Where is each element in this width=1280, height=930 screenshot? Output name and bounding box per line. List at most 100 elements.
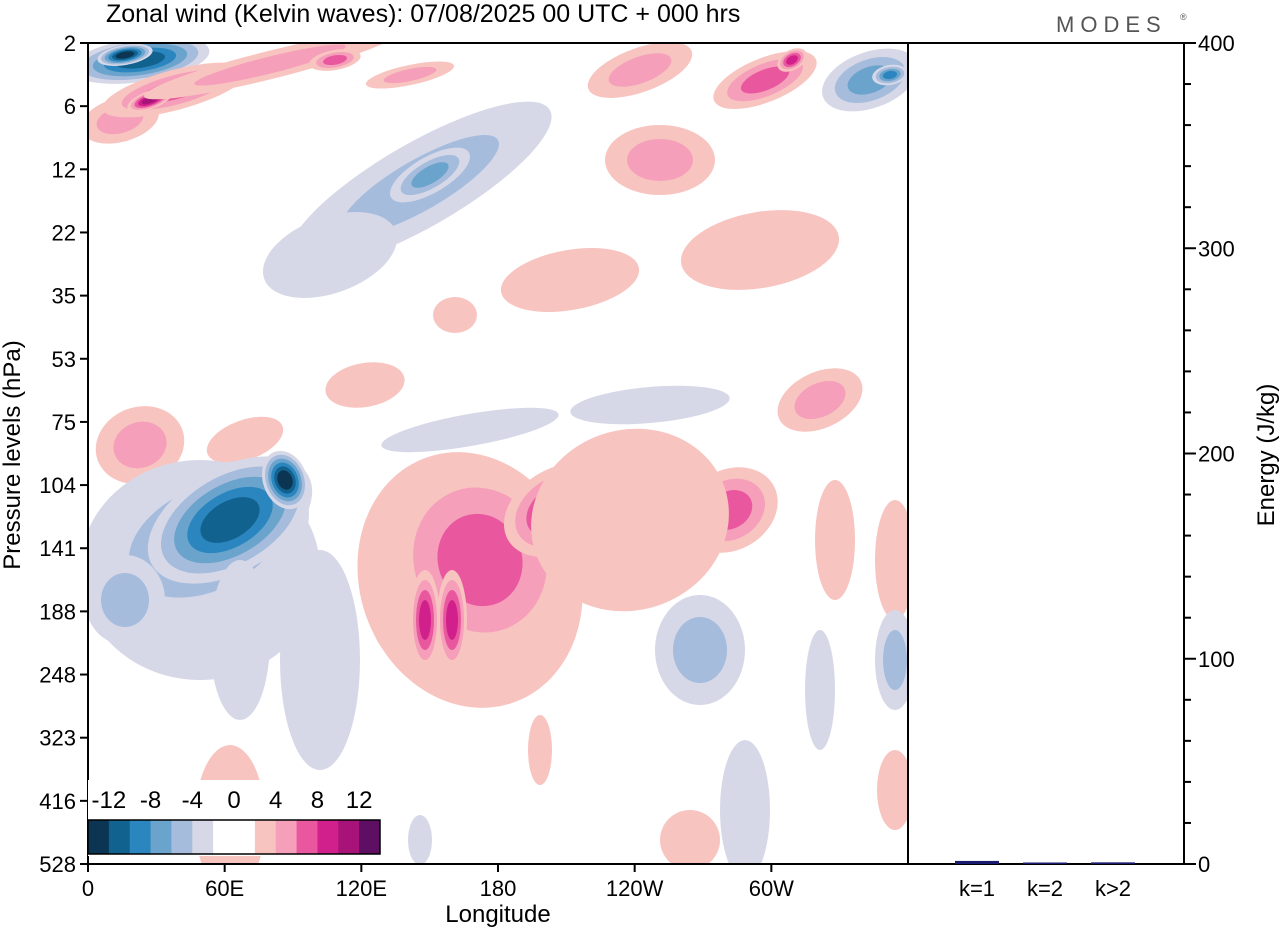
colorbar-swatch [338, 820, 360, 854]
contour-region [660, 810, 720, 864]
heatmap-panel [88, 43, 908, 864]
energy-y-axis: 0 100 200 300 400 [1184, 31, 1235, 877]
colorbar-swatch [254, 820, 277, 854]
colorbar-label: -8 [140, 787, 161, 814]
y-tick-label: 22 [52, 220, 76, 245]
contour-region [280, 550, 360, 770]
y-tick-label: 75 [52, 410, 76, 435]
colorbar-swatch [213, 820, 235, 854]
y-tick-label: 248 [39, 663, 76, 688]
energy-bars [955, 860, 1135, 864]
y-tick-label: 6 [64, 94, 76, 119]
y-tick-label: 528 [39, 852, 76, 877]
energy-category-label: k=1 [959, 876, 995, 901]
energy-axis-title: Energy (J/kg) [1253, 384, 1280, 527]
y-axis-title: Pressure levels (hPa) [0, 340, 26, 569]
y-tick-label: 141 [39, 536, 76, 561]
contour-region [673, 617, 727, 683]
colorbar-swatch [108, 820, 131, 854]
colorbar-label: 4 [269, 787, 282, 814]
contour-region [877, 750, 908, 830]
energy-bar [1091, 862, 1135, 864]
contour-region [608, 53, 672, 87]
contour-region [194, 44, 346, 86]
y-tick-label: 416 [39, 789, 76, 814]
energy-panel-frame [907, 42, 1185, 865]
contour-region [570, 385, 730, 425]
colorbar-swatch [234, 820, 256, 854]
y-tick-label: 53 [52, 347, 76, 372]
energy-category-label: k=2 [1027, 876, 1063, 901]
contour-region [408, 815, 432, 864]
contour-region [786, 55, 798, 65]
contour-region [206, 416, 284, 464]
y-tick-label: 104 [39, 473, 76, 498]
contour-region [381, 407, 559, 453]
contour-region [882, 70, 898, 80]
energy-bar [1023, 862, 1067, 864]
x-axis-title: Longitude [445, 901, 550, 928]
energy-tick-label: 200 [1198, 442, 1235, 467]
modes-logo: MODES [1056, 12, 1167, 37]
contour-region [210, 560, 270, 720]
contour-region [200, 497, 260, 543]
colorbar-swatch [88, 820, 110, 854]
contour-region [446, 600, 458, 640]
contour-region [500, 248, 640, 312]
colorbar: -12 -8 -4 0 4 8 12 [87, 780, 382, 856]
contour-region [883, 630, 907, 690]
contour-region [325, 362, 405, 408]
heatmap-contours [88, 43, 908, 864]
colorbar-swatch [317, 820, 339, 854]
contour-region [433, 297, 477, 333]
colorbar-swatch [192, 820, 214, 854]
energy-tick-label: 400 [1198, 31, 1235, 56]
colorbar-swatch [150, 820, 172, 854]
contour-region [805, 630, 835, 750]
x-tick-label: 120E [336, 876, 387, 901]
contour-region [113, 421, 167, 469]
colorbar-frame [87, 819, 381, 855]
colorbar-label: -12 [92, 787, 127, 814]
y-tick-label: 35 [52, 284, 76, 309]
x-tick-label: 120W [606, 876, 664, 901]
colorbar-label: 0 [227, 787, 240, 814]
logo-registered-mark: ® [1180, 12, 1187, 22]
heatmap-y-axis: 2 6 12 22 35 53 75 104 141 188 248 323 416 528 [39, 31, 88, 877]
contour-region [411, 162, 449, 188]
contour-region [740, 66, 790, 94]
heatmap-x-axis: 0 60E 120E 180 120W 60W [82, 864, 794, 901]
contour-region [794, 380, 846, 420]
contour-region [875, 500, 908, 620]
contour-region [419, 600, 431, 640]
y-tick-label: 2 [64, 31, 76, 56]
colorbar-label: -4 [182, 787, 203, 814]
energy-tick-label: 0 [1198, 852, 1210, 877]
chart-title: Zonal wind (Kelvin waves): 07/08/2025 00… [106, 0, 740, 28]
contour-region [680, 210, 840, 290]
contour-region [815, 480, 855, 600]
energy-bar [955, 860, 999, 864]
colorbar-swatch [359, 820, 381, 854]
colorbar-swatch [129, 820, 152, 854]
colorbar-swatch [296, 820, 318, 854]
contour-region [627, 139, 693, 181]
x-tick-label: 60E [205, 876, 244, 901]
y-tick-label: 12 [52, 157, 76, 182]
energy-category-label: k>2 [1095, 876, 1131, 901]
y-tick-label: 188 [39, 599, 76, 624]
contour-region [277, 470, 293, 490]
contour-region [531, 428, 729, 612]
colorbar-label: 8 [311, 787, 324, 814]
x-tick-label: 60W [749, 876, 794, 901]
contour-region [720, 740, 770, 864]
contour-region [262, 212, 398, 298]
x-tick-label: 180 [480, 876, 517, 901]
contour-region [528, 715, 552, 785]
colorbar-swatch [171, 820, 193, 854]
colorbar-label: 12 [346, 787, 373, 814]
contour-region [323, 54, 347, 66]
energy-x-axis: k=1 k=2 k>2 [959, 876, 1131, 901]
contour-region [383, 66, 437, 84]
